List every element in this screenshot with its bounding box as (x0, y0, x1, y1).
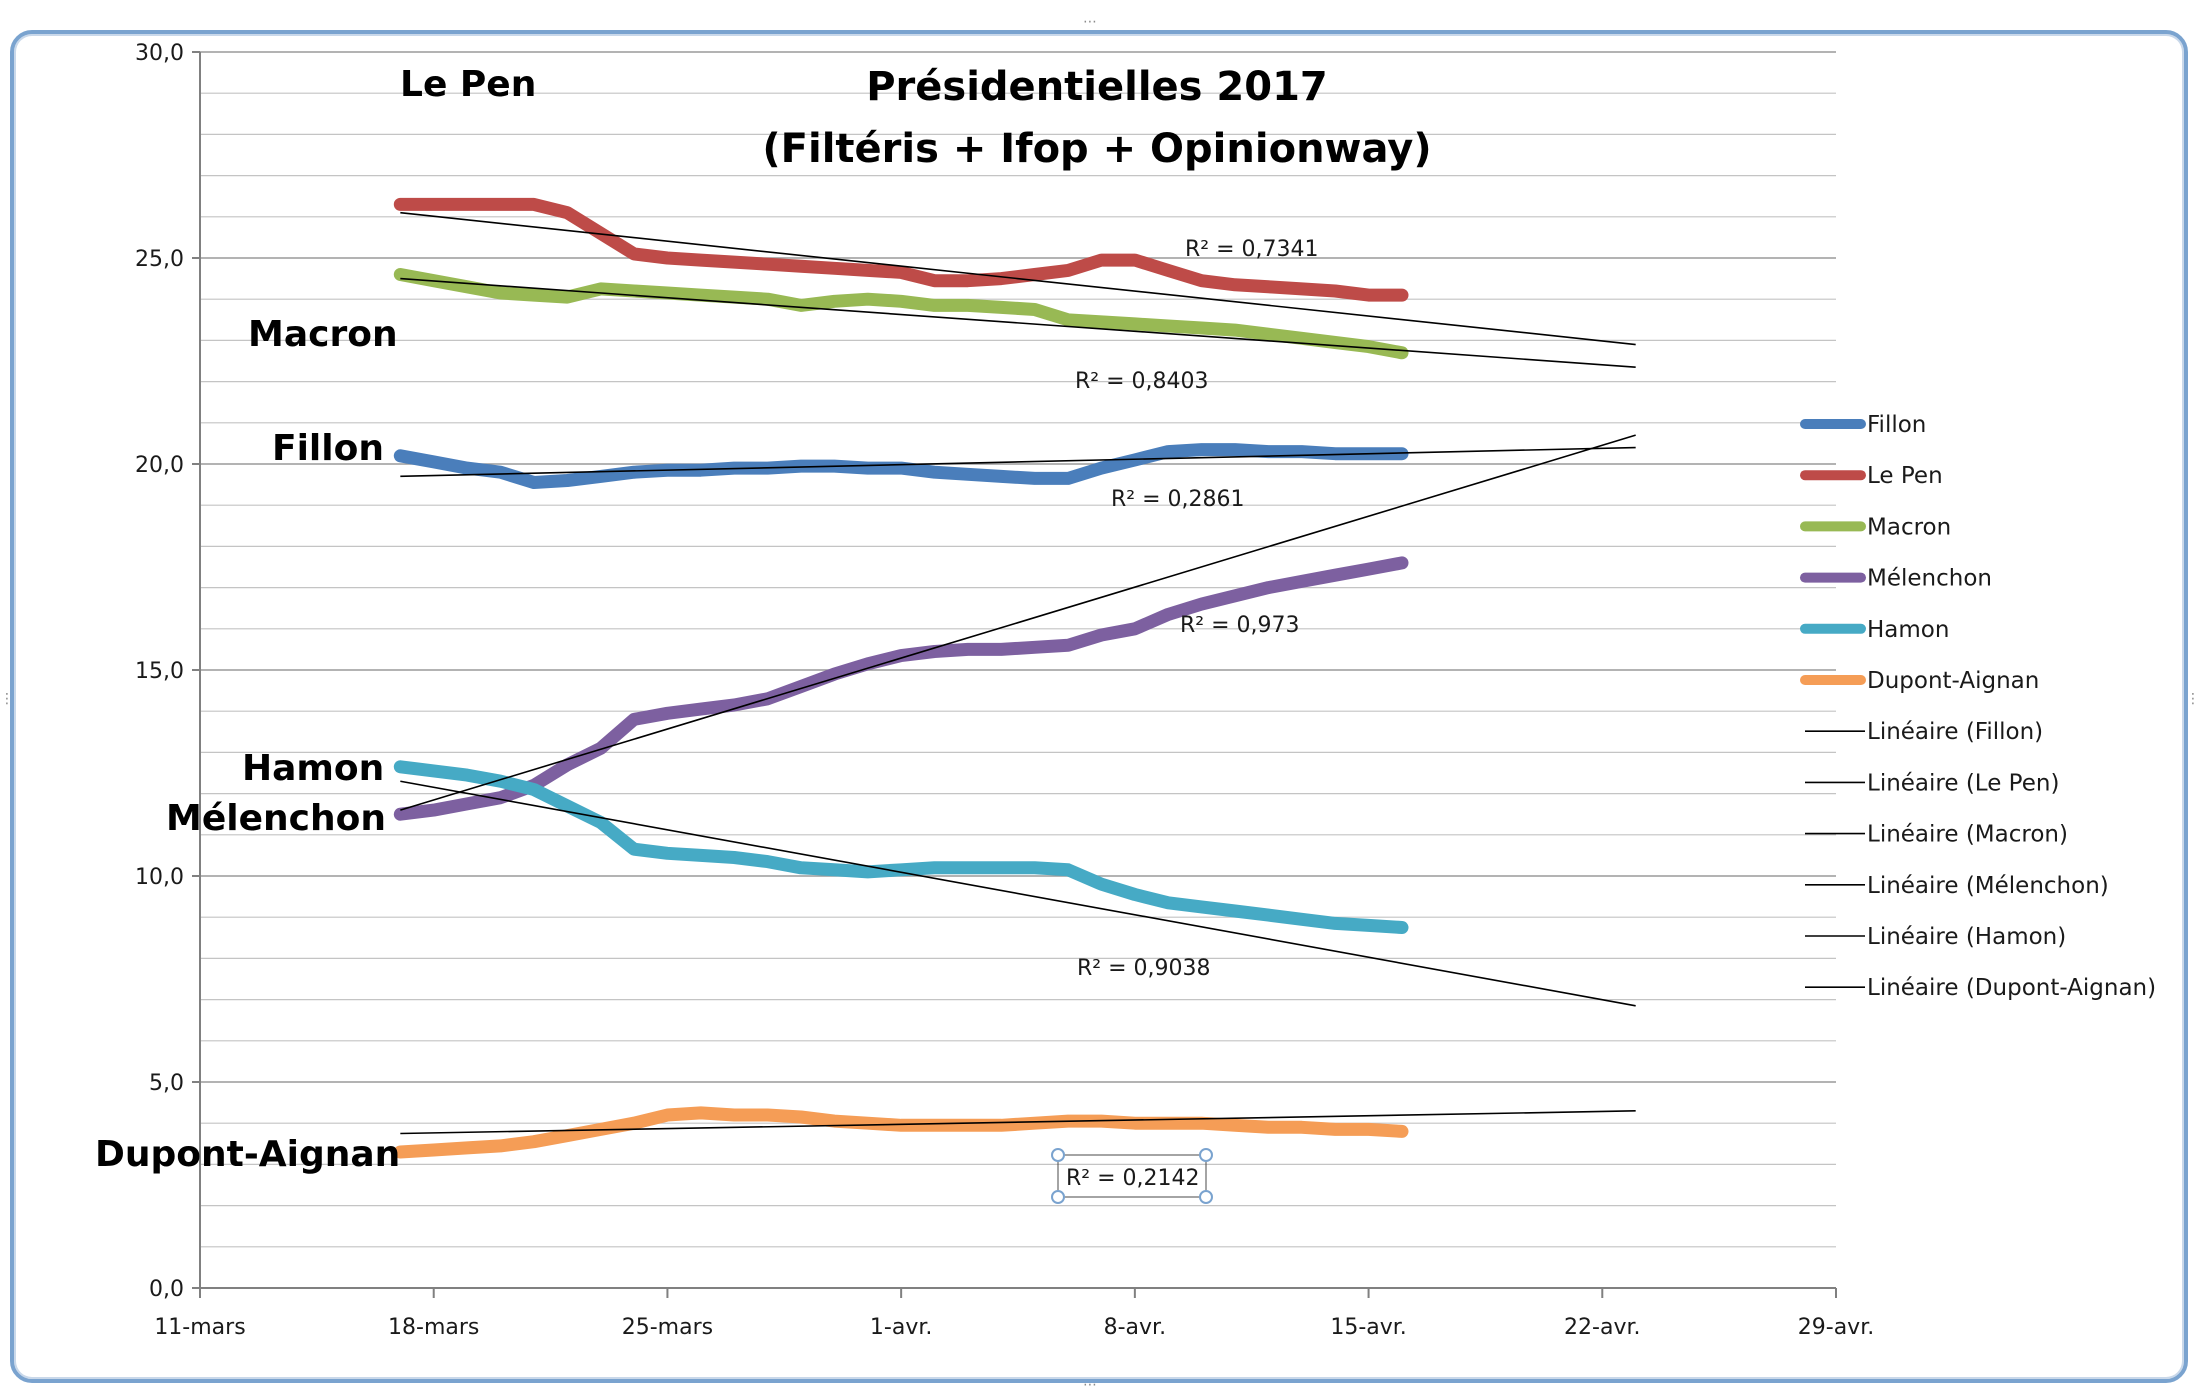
legend-item-lineaire-hamon[interactable]: Linéaire (Hamon) (1805, 924, 2066, 950)
resize-handle-top-icon[interactable]: ⋯ (1083, 14, 1097, 30)
y-tick-label: 20,0 (135, 453, 184, 478)
legend-item-lineaire-dupont-aignan[interactable]: Linéaire (Dupont-Aignan) (1805, 975, 2156, 1001)
legend-item-dupont-aignan[interactable]: Dupont-Aignan (1800, 668, 2039, 694)
r2-label-dupont-aignan[interactable]: R² = 0,2142 (1066, 1166, 1200, 1191)
x-tick-label: 29-avr. (1798, 1315, 1874, 1340)
legend-item-lineaire-fillon[interactable]: Linéaire (Fillon) (1805, 719, 2043, 745)
x-tick-label: 11-mars (154, 1315, 245, 1340)
y-tick-label: 30,0 (135, 41, 184, 66)
candidate-label-le-pen: Le Pen (400, 64, 536, 105)
trendline-lineaire-fillon[interactable] (400, 446, 1636, 478)
trendline-lineaire-dupont-aignan[interactable] (400, 1110, 1636, 1135)
selection-handle-icon[interactable] (1051, 1148, 1065, 1162)
legend-label: Linéaire (Macron) (1867, 822, 2068, 848)
chart-title-line2: (Filtéris + Ifop + Opinionway) (762, 126, 1431, 172)
legend-label: Linéaire (Mélenchon) (1867, 873, 2109, 899)
series-line-macron[interactable] (393, 268, 1409, 360)
legend-label: Dupont-Aignan (1867, 668, 2039, 694)
trendline-lineaire-hamon[interactable] (400, 780, 1636, 1007)
candidate-label-melenchon: Mélenchon (166, 798, 386, 839)
x-tick-label: 8-avr. (1104, 1315, 1166, 1340)
y-tick-label: 15,0 (135, 659, 184, 684)
legend-item-macron[interactable]: Macron (1800, 514, 1951, 540)
y-tick-label: 25,0 (135, 247, 184, 272)
series-line-melenchon[interactable] (393, 556, 1409, 821)
legend-label: Linéaire (Le Pen) (1867, 770, 2059, 796)
x-tick-label: 1-avr. (870, 1315, 932, 1340)
legend-item-melenchon[interactable]: Mélenchon (1800, 566, 1992, 592)
legend-item-lineaire-le-pen[interactable]: Linéaire (Le Pen) (1805, 770, 2059, 796)
legend-item-lineaire-macron[interactable]: Linéaire (Macron) (1805, 822, 2068, 848)
resize-handle-bottom-icon[interactable]: ⋯ (1083, 1377, 1097, 1393)
y-tick-label: 0,0 (149, 1277, 184, 1302)
r2-label-le-pen[interactable]: R² = 0,7341 (1185, 237, 1319, 262)
selection-handle-icon[interactable] (1199, 1148, 1213, 1162)
y-tick-label: 5,0 (149, 1071, 184, 1096)
legend-label: Hamon (1867, 617, 1949, 643)
x-tick-label: 25-mars (622, 1315, 713, 1340)
r2-label-dupont-aignan-selected[interactable]: R² = 0,2142 (1051, 1148, 1213, 1204)
x-tick-label: 15-avr. (1330, 1315, 1406, 1340)
resize-handle-left-icon[interactable]: ⋮ (0, 691, 14, 707)
legend-item-fillon[interactable]: Fillon (1800, 412, 1926, 438)
candidate-label-macron: Macron (248, 314, 398, 355)
series-line-le-pen[interactable] (393, 197, 1409, 302)
candidate-label-hamon: Hamon (242, 748, 384, 789)
legend-label: Le Pen (1867, 463, 1943, 489)
legend[interactable]: Fillon Le Pen Macron Mélenchon Hamon Dupont-A… (1800, 412, 2156, 1001)
legend-item-le-pen[interactable]: Le Pen (1800, 463, 1943, 489)
x-tick-label: 22-avr. (1564, 1315, 1640, 1340)
trendline-lineaire-le-pen[interactable] (400, 211, 1636, 346)
series-line-dupont-aignan[interactable] (393, 1106, 1409, 1159)
x-tick-label: 18-mars (388, 1315, 479, 1340)
legend-label: Macron (1867, 514, 1951, 540)
series-line-fillon[interactable] (393, 443, 1409, 489)
legend-label: Fillon (1867, 412, 1926, 438)
trendline-lineaire-melenchon[interactable] (400, 434, 1636, 811)
chart-title-line1: Présidentielles 2017 (866, 64, 1328, 110)
legend-label: Mélenchon (1867, 566, 1992, 592)
series-line-hamon[interactable] (393, 760, 1409, 934)
legend-item-hamon[interactable]: Hamon (1800, 617, 1949, 643)
r2-label-hamon[interactable]: R² = 0,9038 (1077, 956, 1211, 981)
r2-label-fillon[interactable]: R² = 0,2861 (1111, 487, 1245, 512)
selection-handle-icon[interactable] (1199, 1190, 1213, 1204)
legend-item-lineaire-melenchon[interactable]: Linéaire (Mélenchon) (1805, 873, 2109, 899)
selection-handle-icon[interactable] (1051, 1190, 1065, 1204)
r2-label-macron[interactable]: R² = 0,8403 (1075, 369, 1209, 394)
r2-selection-box (1057, 1154, 1207, 1198)
candidate-label-fillon: Fillon (272, 428, 384, 469)
legend-label: Linéaire (Dupont-Aignan) (1867, 975, 2156, 1001)
resize-handle-right-icon[interactable]: ⋮ (2186, 691, 2200, 707)
candidate-label-dupont-aignan: Dupont-Aignan (95, 1134, 400, 1175)
r2-label-melenchon[interactable]: R² = 0,973 (1180, 613, 1300, 638)
legend-label: Linéaire (Fillon) (1867, 719, 2043, 745)
legend-label: Linéaire (Hamon) (1867, 924, 2066, 950)
trendline-lineaire-macron[interactable] (400, 277, 1636, 368)
y-tick-label: 10,0 (135, 865, 184, 890)
